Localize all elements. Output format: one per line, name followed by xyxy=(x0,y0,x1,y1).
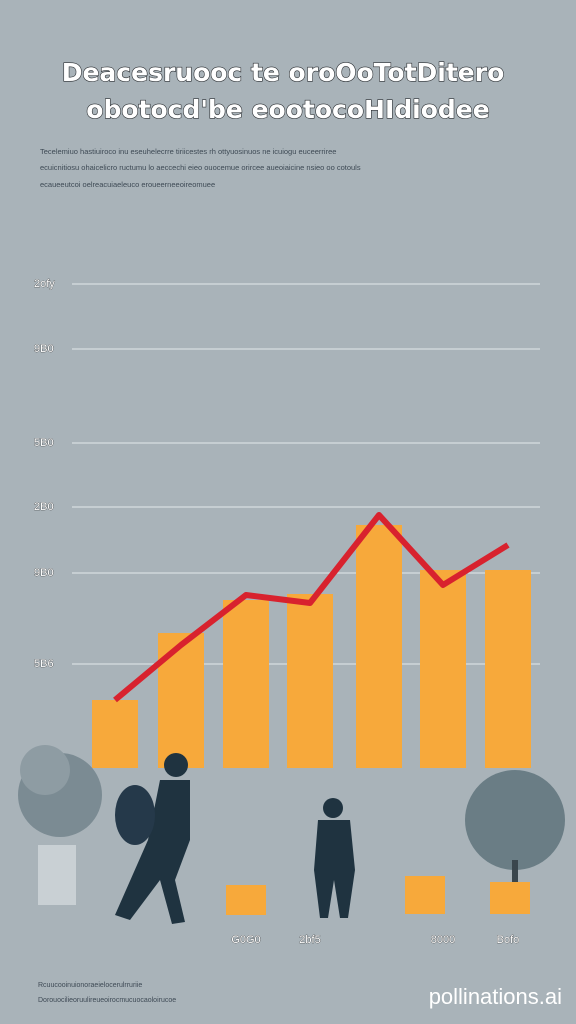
bar xyxy=(420,570,466,768)
bar xyxy=(485,570,531,768)
y-tick-label: 2ofy xyxy=(34,278,55,290)
bar xyxy=(158,633,204,768)
x-tick-label: G0G0 xyxy=(231,934,260,946)
trend-line xyxy=(113,512,510,703)
bar xyxy=(287,594,333,768)
footer: Dorouocilieoruulireueoirocmucuocaoloiruc… xyxy=(38,997,176,1004)
chart-subtitle: obotocd'be eootocoHIdiodee xyxy=(86,95,489,124)
y-tick-label: 2B0 xyxy=(34,501,54,513)
description: Tecelemiuo hastiuiroco inu eseuhelecrre … xyxy=(40,147,336,156)
x-tick-label: 2bf5 xyxy=(299,934,320,946)
y-tick-label: 5B6 xyxy=(34,658,54,670)
y-tick-label: 5B0 xyxy=(34,437,54,449)
description: ecuicnitiosu ohaicelicro ructumu lo aecc… xyxy=(40,163,361,172)
watermark: pollinations.ai xyxy=(429,984,562,1009)
y-tick-label: 9B0 xyxy=(34,343,54,355)
bar xyxy=(92,700,138,768)
description: ecaueeutcoi oelreacuiaeleuco eroueerneeo… xyxy=(40,180,215,189)
x-tick-label: Bofo xyxy=(497,934,520,946)
chart-title: Deacesruooc te oroOoTotDitero xyxy=(62,58,505,87)
people-and-trees xyxy=(18,745,565,924)
bar xyxy=(356,525,402,768)
footer: Rcuucooinuionoraeielocerulrruriie xyxy=(38,982,142,989)
x-tick-label: 8000 xyxy=(431,934,455,946)
y-tick-label: 9B0 xyxy=(34,567,54,579)
bar xyxy=(223,600,269,768)
